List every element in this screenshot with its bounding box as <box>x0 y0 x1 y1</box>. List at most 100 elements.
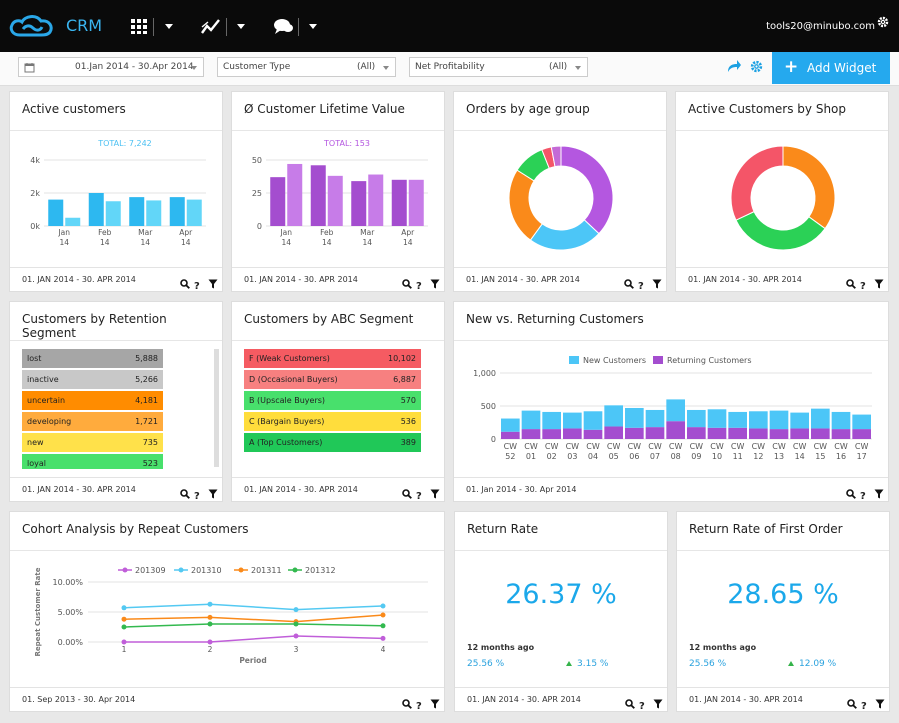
net-profitability-filter[interactable]: Net Profitability (All) <box>409 57 588 77</box>
search-icon[interactable] <box>625 694 635 709</box>
y-tick-label: 0.00% <box>58 638 84 647</box>
y-tick-label: 10.00% <box>52 578 83 587</box>
segment-row[interactable]: loyal 523 <box>22 454 163 469</box>
filter-icon[interactable] <box>653 694 663 709</box>
segment-row[interactable]: A (Top Customers) 389 <box>244 433 421 452</box>
search-icon[interactable] <box>624 274 634 289</box>
widget-customer-lifetime-value[interactable]: Ø Customer Lifetime Value 0 25 50 TOTAL: 15… <box>231 91 445 292</box>
bar <box>831 411 851 430</box>
segment-row[interactable]: F (Weak Customers) 10,102 <box>244 349 421 368</box>
filter-icon[interactable] <box>208 484 218 499</box>
apps-grid-icon[interactable] <box>128 14 152 38</box>
chat-bubbles-icon[interactable] <box>271 14 295 38</box>
bar <box>521 410 541 430</box>
bar <box>129 197 145 226</box>
help-icon[interactable]: ? <box>194 491 200 502</box>
y-tick-label: 2k <box>30 189 40 198</box>
widget-footer: 01. JAN 2014 - 30. APR 2014 ? <box>455 687 667 712</box>
filter-icon[interactable] <box>874 274 884 289</box>
widget-active-customers-by-shop[interactable]: Active Customers by Shop 01. JAN 2014 - … <box>675 91 889 292</box>
search-icon[interactable] <box>180 274 190 289</box>
bar <box>790 428 809 439</box>
filter-icon[interactable] <box>652 274 662 289</box>
filter-icon[interactable] <box>874 484 884 499</box>
filter-icon[interactable] <box>430 484 440 499</box>
widget-return-rate[interactable]: Return Rate 26.37 % 12 months ago 25.56 … <box>454 511 668 712</box>
help-icon[interactable]: ? <box>639 701 645 712</box>
widget-cohort-analysis[interactable]: Cohort Analysis by Repeat Customers 0.00… <box>9 511 445 712</box>
search-icon[interactable] <box>402 484 412 499</box>
help-icon[interactable]: ? <box>194 281 200 292</box>
x-tick-label: 13 <box>774 452 784 461</box>
segment-row[interactable]: B (Upscale Buyers) 570 <box>244 391 421 410</box>
trend-chart-icon[interactable] <box>199 14 223 38</box>
filter-icon[interactable] <box>430 274 440 289</box>
segment-name: loyal <box>27 459 46 468</box>
user-email[interactable]: tools20@minubo.com <box>766 21 875 32</box>
chevron-down-icon <box>383 66 389 70</box>
charts-dropdown-icon[interactable] <box>237 24 245 29</box>
segment-row[interactable]: inactive 5,266 <box>22 370 163 389</box>
segment-value: 523 <box>142 459 158 468</box>
help-icon[interactable]: ? <box>416 491 422 502</box>
widget-abc-segment[interactable]: Customers by ABC Segment F (Weak Custome… <box>231 301 445 502</box>
date-range-picker[interactable]: 01.Jan 2014 - 30.Apr 2014 <box>18 57 204 77</box>
x-tick-label: 17 <box>857 452 867 461</box>
help-icon[interactable]: ? <box>861 701 867 712</box>
filter-icon[interactable] <box>208 274 218 289</box>
segment-row[interactable]: D (Occasional Buyers) 6,887 <box>244 370 421 389</box>
search-icon[interactable] <box>847 694 857 709</box>
x-tick-label: 03 <box>567 452 577 461</box>
segment-row[interactable]: developing 1,721 <box>22 412 163 431</box>
x-tick-label: 01 <box>526 452 536 461</box>
chat-dropdown-icon[interactable] <box>309 24 317 29</box>
bar <box>542 411 561 430</box>
segment-row[interactable]: C (Bargain Buyers) 536 <box>244 412 421 431</box>
x-tick-label: CW <box>648 442 662 451</box>
bar <box>728 411 747 428</box>
filter-icon[interactable] <box>875 694 885 709</box>
scrollbar[interactable] <box>214 349 219 467</box>
legend-label: 201309 <box>135 566 166 575</box>
legend-label: 201311 <box>251 566 282 575</box>
segment-row[interactable]: new 735 <box>22 433 163 452</box>
cohort-line-chart: 0.00% 5.00% 10.00% 1 2 3 4 Period Repeat Custome… <box>34 566 428 665</box>
widget-active-customers[interactable]: Active customers 0k 2k 4k TOTAL: 7,242 Jan 14… <box>9 91 223 292</box>
share-icon[interactable] <box>726 59 742 73</box>
help-icon[interactable]: ? <box>416 281 422 292</box>
widget-orders-by-age-group[interactable]: Orders by age group 01. JAN 2014 - 30. A… <box>453 91 667 292</box>
widget-return-rate-first-order[interactable]: Return Rate of First Order 28.65 % 12 mo… <box>676 511 890 712</box>
widget-retention-segment[interactable]: Customers by Retention Segment lost 5,888… <box>9 301 223 502</box>
add-widget-button[interactable]: + Add Widget <box>772 52 890 84</box>
search-icon[interactable] <box>402 274 412 289</box>
bar <box>521 429 541 439</box>
bar <box>270 177 286 226</box>
search-icon[interactable] <box>846 484 856 499</box>
help-icon[interactable]: ? <box>416 701 422 712</box>
series-line <box>123 623 384 628</box>
app-title[interactable]: CRM <box>66 16 103 35</box>
cloud-logo-icon[interactable] <box>8 13 54 39</box>
filter-icon[interactable] <box>430 694 440 709</box>
search-icon[interactable] <box>846 274 856 289</box>
customer-type-filter[interactable]: Customer Type (All) <box>217 57 396 77</box>
segment-row[interactable]: lost 5,888 <box>22 349 163 368</box>
widget-new-vs-returning[interactable]: New vs. Returning Customers 0 500 1,000 New… <box>453 301 889 502</box>
bar <box>749 428 768 439</box>
x-tick-label: Feb <box>320 228 334 237</box>
search-icon[interactable] <box>402 694 412 709</box>
bar <box>408 179 424 226</box>
settings-gear-icon[interactable] <box>750 60 763 73</box>
search-icon[interactable] <box>180 484 190 499</box>
trend-up-icon <box>566 661 572 666</box>
segment-row[interactable]: uncertain 4,181 <box>22 391 163 410</box>
x-tick-label: 14 <box>100 238 110 247</box>
help-icon[interactable]: ? <box>860 491 866 502</box>
segment-value: 570 <box>400 396 416 405</box>
x-tick-label: 05 <box>609 452 619 461</box>
gear-icon[interactable] <box>877 16 889 28</box>
help-icon[interactable]: ? <box>860 281 866 292</box>
help-icon[interactable]: ? <box>638 281 644 292</box>
apps-dropdown-icon[interactable] <box>165 24 173 29</box>
